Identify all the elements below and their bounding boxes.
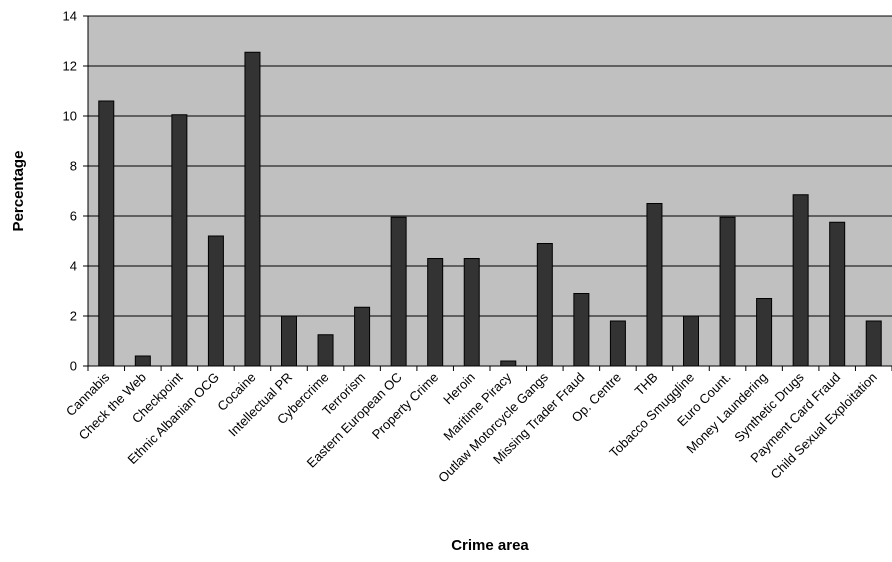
bar <box>719 216 736 367</box>
x-axis-title: Crime area <box>451 537 529 554</box>
bar <box>171 114 188 367</box>
bar <box>427 258 444 367</box>
bar <box>354 306 371 367</box>
bar <box>463 258 480 367</box>
bar <box>536 243 553 367</box>
bar <box>865 320 882 367</box>
bar <box>609 320 626 367</box>
y-tick-label: 12 <box>63 59 77 74</box>
bar <box>756 298 773 367</box>
x-tick-label: THB <box>632 370 661 399</box>
bar <box>134 355 151 367</box>
bar <box>829 221 846 367</box>
bar <box>500 360 517 367</box>
y-tick-label: 0 <box>70 359 77 374</box>
x-tick-label: Intellectual PR <box>225 370 295 440</box>
bar <box>281 315 297 367</box>
bar <box>646 203 663 367</box>
bar <box>244 51 261 367</box>
y-tick-label: 4 <box>70 259 77 274</box>
bar <box>573 293 590 367</box>
y-tick-label: 8 <box>70 159 77 174</box>
bar <box>317 334 334 367</box>
y-tick-labels: 0 2 4 6 8 10 12 14 <box>63 9 77 374</box>
axes <box>83 15 892 371</box>
bar <box>390 216 407 367</box>
x-tick-label: Property Crime <box>369 370 441 442</box>
y-tick-label: 2 <box>70 309 77 324</box>
bar <box>683 315 699 367</box>
y-tick-label: 6 <box>70 209 77 224</box>
y-tick-label: 14 <box>63 9 77 24</box>
bar <box>207 235 224 367</box>
bar <box>98 100 115 367</box>
y-axis-title: Percentage <box>10 151 27 232</box>
bar <box>792 194 809 367</box>
bars <box>98 51 882 367</box>
y-tick-label: 10 <box>63 109 77 124</box>
